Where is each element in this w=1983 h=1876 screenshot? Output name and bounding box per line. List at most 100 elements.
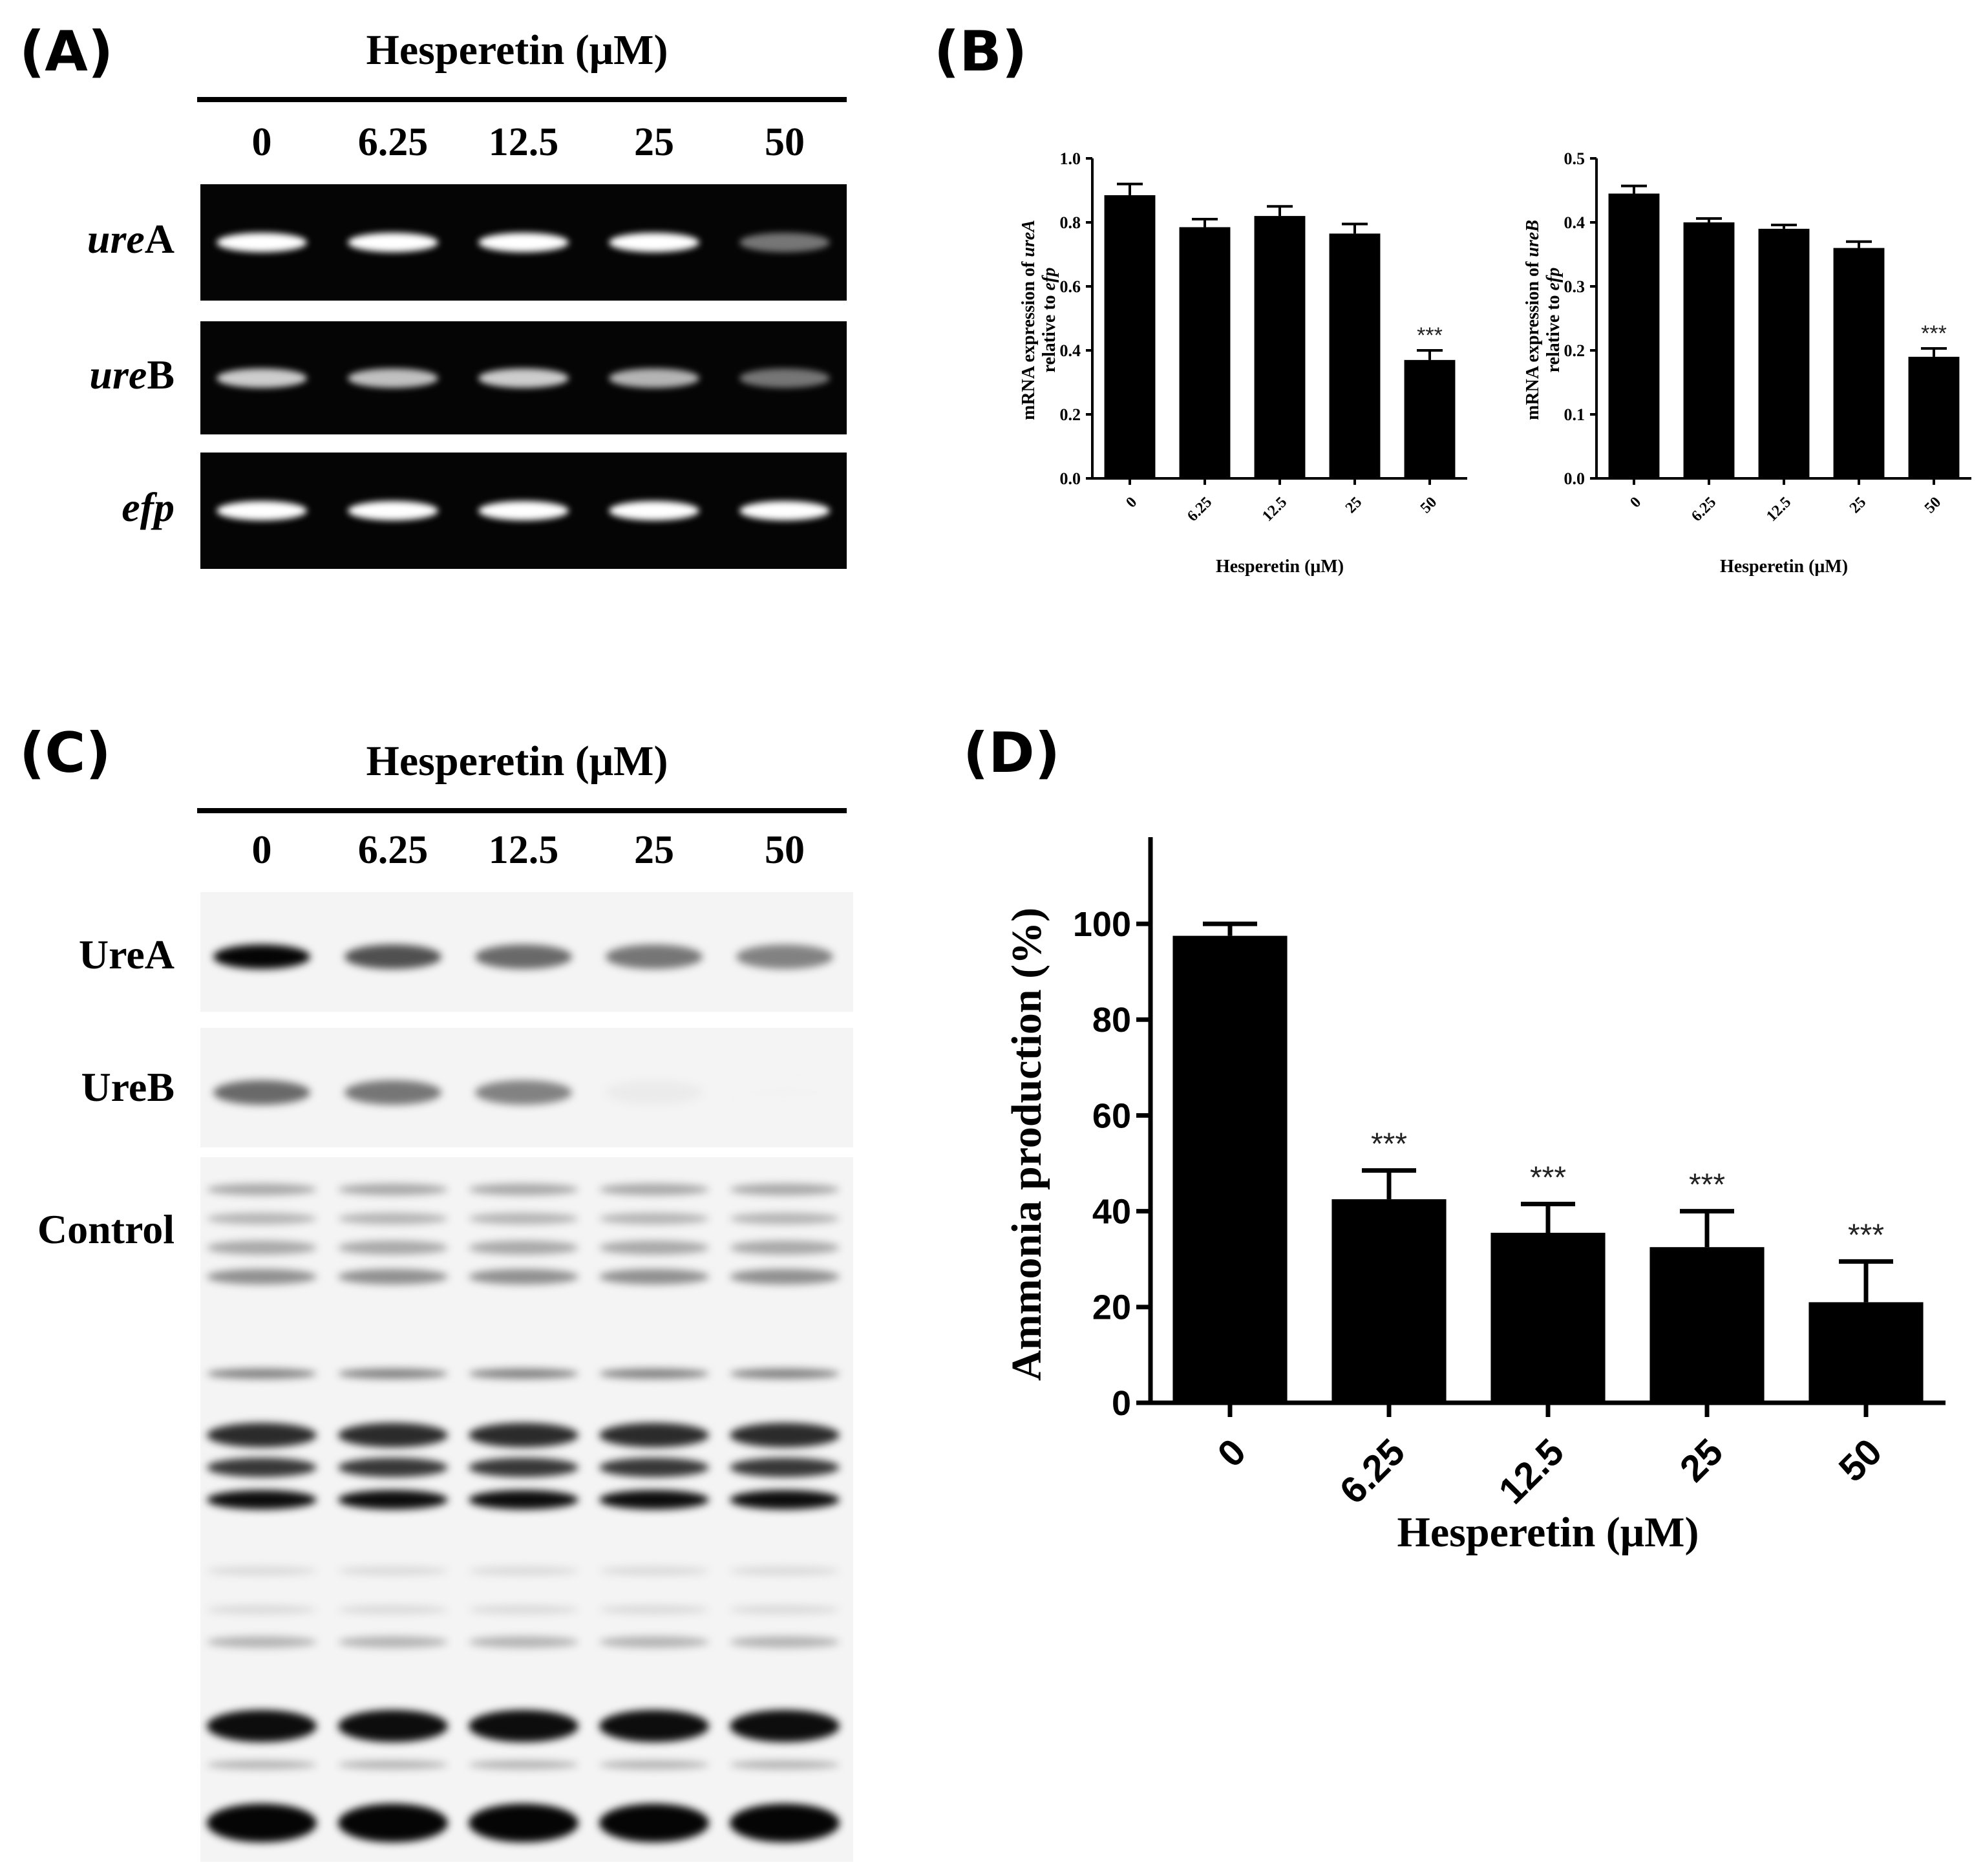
gel-band [217,233,307,252]
panel-letter-c: (C) [19,721,111,785]
gel-band [609,233,699,252]
y-tick-label: 20 [1092,1288,1131,1327]
blot-band [469,1804,578,1842]
panel-letter-d: (D) [963,721,1060,785]
blot-band [730,1458,840,1477]
blot-band [207,1269,317,1284]
blot-band [338,1760,448,1769]
blot-band [599,1636,709,1648]
y-tick-label: 1.0 [1060,149,1081,168]
panel-c-lane-label: 50 [765,828,805,872]
significance-label: *** [1530,1161,1566,1195]
blot-band [730,1804,840,1842]
x-axis-label: Hesperetin (μM) [1720,557,1848,577]
blot-band [469,1369,578,1379]
x-category-label: 12.5 [1259,494,1290,525]
blot-band [207,1213,317,1224]
y-tick-label: 0.1 [1564,405,1585,424]
row-label-italic: ure [89,351,147,398]
blot-band [207,1184,317,1195]
panel-letter-a: (A) [19,19,114,84]
gel-band [217,501,307,520]
gel-band [739,233,830,252]
gel-band [348,368,438,388]
y-axis-label: relative to efp [1543,268,1564,373]
x-category-label: 50 [1831,1431,1891,1490]
blot-band [730,1213,840,1224]
blot-band [469,1636,578,1648]
blot-band [606,1080,703,1105]
row-label-plain: A [144,216,175,262]
y-tick-label: 60 [1092,1096,1131,1135]
significance-label: *** [1689,1168,1725,1202]
blot-band [338,1369,448,1379]
y-tick-label: 0.0 [1060,469,1081,488]
blot-band [599,1369,709,1379]
blot-band [736,944,833,969]
blot-band [469,1760,578,1769]
blot-band [207,1605,317,1614]
blot-band [338,1605,448,1614]
y-axis-label: mRNA expression of ureB [1523,220,1543,420]
y-axis-label-text: relative to [1543,290,1564,372]
blot-band [207,1566,317,1575]
x-category-label: 0 [1627,494,1644,511]
blot-band [730,1241,840,1255]
chart-b-urea: 0.0 0.2 0.4 0.6 0.8 1.0 0 6.25 12.5 25 *** 50 Hesper… [1019,149,1467,577]
blot-band [599,1566,709,1575]
blot-band [338,1458,448,1477]
y-axis-label: relative to efp [1039,268,1059,373]
blot-band [207,1458,317,1477]
y-axis-label-italic: efp [1543,268,1564,291]
gel-band [739,501,830,520]
blot-band [599,1458,709,1477]
chart-d-ammonia: 0 20 40 60 80 100 0 *** 6.25 *** 12.5 *** 25 *** 50 Hes… [1003,837,1946,1556]
blot-band [207,1710,317,1742]
blot-band [730,1423,840,1447]
y-tick-label: 0 [1112,1384,1131,1423]
x-category-label: 0 [1209,1431,1254,1475]
y-axis-label-text: mRNA expression of [1523,257,1543,420]
y-axis-label-italic: efp [1039,268,1059,291]
x-category-label: 12.5 [1763,494,1794,525]
bar [1172,935,1288,1403]
bar [1331,1199,1447,1403]
y-axis-label-text: relative to [1039,290,1059,372]
chart-b-ureb: 0.0 0.1 0.2 0.3 0.4 0.5 0 6.25 12.5 25 *** 50 Hesper… [1523,149,1971,577]
y-tick-label: 40 [1092,1193,1131,1231]
panel-c-row-label: Control [37,1206,175,1252]
panel-a-header: Hesperetin (μM) [366,27,668,74]
blot-band [207,1804,317,1842]
panel-c-lane-label: 12.5 [488,828,559,872]
blot-band [736,1080,833,1105]
blot-band [730,1566,840,1575]
row-label-italic: ure [87,216,145,262]
y-tick-label: 0.8 [1060,213,1081,232]
y-tick-label: 100 [1073,905,1131,944]
blot-band [599,1184,709,1195]
gel-strip [200,321,847,434]
bar [1490,1232,1606,1403]
blot-band [338,1490,448,1509]
blot-band [469,1566,578,1575]
panel-c-header-rule [197,808,847,813]
bar [1758,228,1810,478]
bar [1908,356,1960,478]
blot-band [469,1458,578,1477]
blot-band [730,1269,840,1284]
row-label-italic: efp [122,484,175,530]
blot-band [599,1269,709,1284]
gel-band [478,501,569,520]
blot-strip [200,1157,853,1862]
blot-band [730,1605,840,1614]
blot-band [338,1804,448,1842]
blot-band [338,1184,448,1195]
blot-band [475,944,572,969]
y-tick-label: 0.3 [1564,277,1585,296]
gel-band [348,501,438,520]
bar [1179,227,1231,478]
panel-c-lane-label: 6.25 [357,828,429,872]
bar [1808,1302,1924,1403]
significance-label: *** [1417,323,1443,348]
